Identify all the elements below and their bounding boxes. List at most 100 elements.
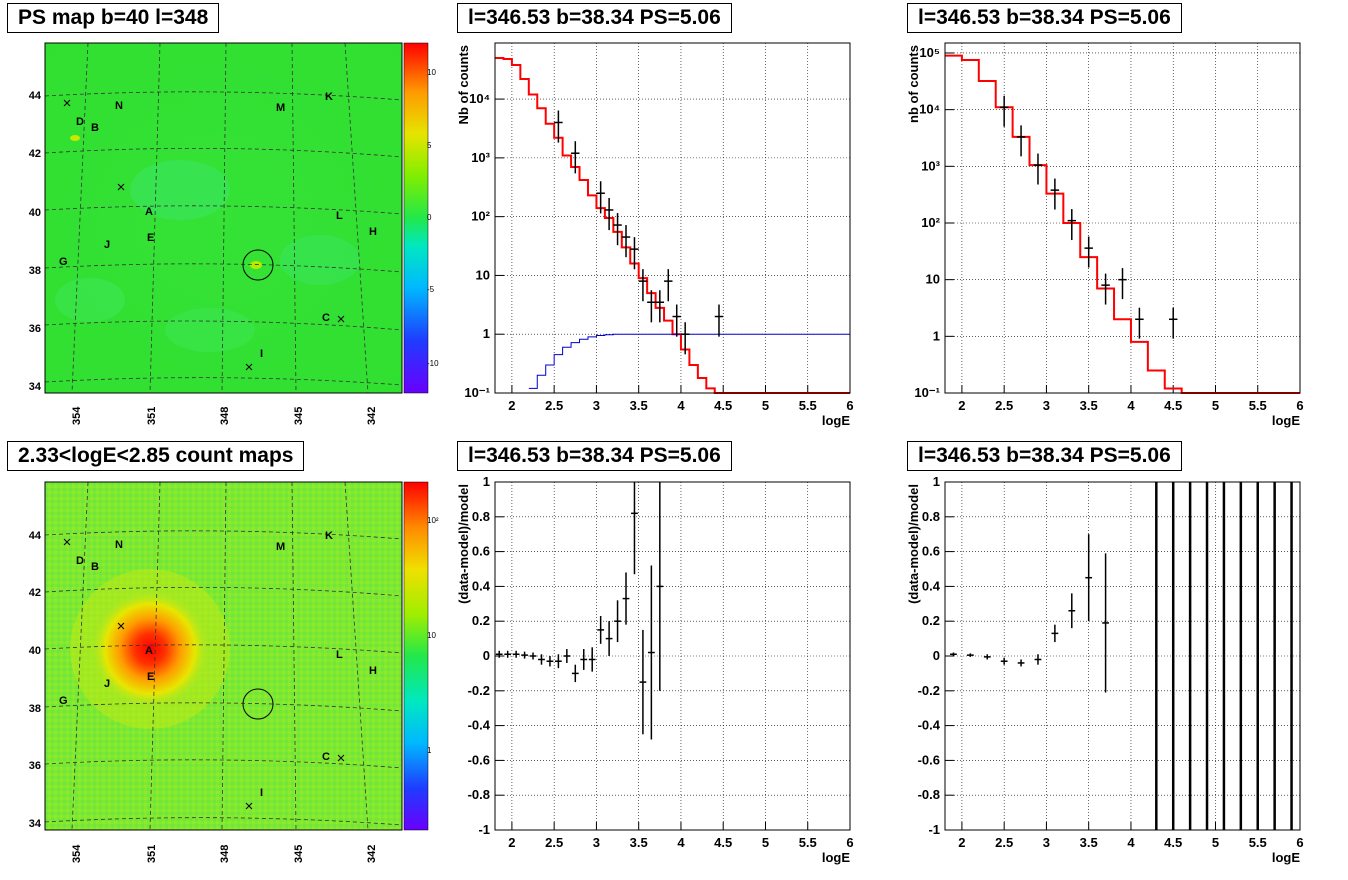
count-map-title: 2.33<logE<2.85 count maps [7,441,305,471]
label-C: C [322,751,330,763]
label-D: D [76,116,84,128]
y-tick-label: 10³ [471,150,490,165]
y-tick-label: 0.2 [472,613,490,628]
svg-text:-10: -10 [427,359,439,368]
colorbar [404,43,428,393]
label-K: K [325,91,333,103]
x-tick-label: 3.5 [630,835,648,850]
svg-text:10: 10 [427,631,436,640]
label-M: M [276,541,285,553]
counts-panel-1: 2 2.5 3 3.5 4 4.5 5 5.5 6 10⁻¹ 1 10 10² 10³ 10⁴ logE Nb … [450,0,890,437]
x-tick-label: 5.5 [799,835,817,850]
x-tick-label: 2.5 [545,835,563,850]
y-tick-label: -0.6 [468,752,490,767]
counts-chart-2: 2 2.5 3 3.5 4 4.5 5 5.5 6 10⁻¹ 1 10 10² 10³ 10⁴ 10⁵ logE… [906,42,1304,428]
y-tick-label: 1 [933,328,940,343]
x-tick-label: 5 [762,835,769,850]
x-axis-label: logE [822,413,850,428]
svg-text:10: 10 [427,68,436,77]
label-G: G [59,695,68,707]
y-tick-label: -0.8 [468,787,490,802]
y-tick-label: 10 [926,272,940,287]
x-tick-label: 3.5 [1080,835,1098,850]
label-C: C [322,312,330,324]
x-tick-label: 4 [677,398,685,413]
plot-frame [494,481,851,831]
ps-map-panel: N D B M K A E J G L H C I 34 36 38 40 42… [0,0,440,437]
svg-text:351: 351 [146,845,158,863]
y-tick-label: 0.4 [472,578,491,593]
residual-panel-1: 2 2.5 3 3.5 4 4.5 5 5.5 6 -1 -0.8 -0.6 -0.4 -0.2 0 0.2 0… [450,437,890,875]
svg-text:348: 348 [219,407,231,425]
source-labels-2: N D B M K A E J G L H C I [59,530,377,799]
plot-frame [944,481,1301,831]
colorbar-ticks-2: 10² 10 1 [427,516,439,755]
x-axis-label: logE [1272,413,1300,428]
y-tick-label: 0.2 [922,613,940,628]
residual-chart-1: 2 2.5 3 3.5 4 4.5 5 5.5 6 -1 -0.8 -0.6 -0.4 -0.2 0 0.2 0… [456,474,854,865]
x-tick-label: 4.5 [714,835,732,850]
x-tick-label: 2.5 [995,835,1013,850]
svg-text:42: 42 [29,148,41,160]
label-A: A [145,206,153,218]
ps-map-svg: N D B M K A E J G L H C I 34 36 38 40 42… [29,42,439,425]
label-J: J [104,239,110,251]
label-N: N [115,539,123,551]
x-tick-label: 3 [1043,398,1050,413]
svg-text:1: 1 [427,746,432,755]
x-tick-label: 6 [1296,835,1303,850]
x-tick-label: 6 [846,398,853,413]
y-tick-label: 0 [483,648,490,663]
residual-chart-2: 2 2.5 3 3.5 4 4.5 5 5.5 6 -1 -0.8 -0.6 -0.4 -0.2 0 0.2 0… [906,474,1304,865]
x-tick-label: 4 [1127,835,1135,850]
x-tick-label: 3 [593,835,600,850]
x-tick-label: 2 [508,398,515,413]
svg-text:354: 354 [71,844,83,863]
y-tick-label: 1 [483,326,490,341]
hot-spot [250,261,262,269]
svg-text:44: 44 [29,530,42,542]
hot-spot [70,135,80,141]
x-markers [63,99,345,371]
source-labels: N D B M K A E J G L H C I [59,91,377,360]
x-tick-label: 5.5 [1249,835,1267,850]
svg-text:354: 354 [71,406,83,425]
label-G: G [59,256,68,268]
coordinate-grid-2 [44,481,403,831]
y-axis-label: nb of counts [906,45,921,123]
residual-title-1: l=346.53 b=38.34 PS=5.06 [457,441,732,471]
label-M: M [276,102,285,114]
plot-frame [494,42,851,394]
y-tick-label: 1 [933,474,940,489]
plot-frame [944,42,1301,394]
y-tick-label: 0 [933,648,940,663]
svg-text:10²: 10² [427,516,439,525]
x-tick-label: 5.5 [799,398,817,413]
y-tick-label: 10 [476,267,490,282]
svg-text:342: 342 [366,407,378,425]
label-H: H [369,226,377,238]
x-tick-label: 5 [1212,835,1219,850]
svg-text:-5: -5 [427,285,435,294]
y-tick-label: -0.4 [918,718,941,733]
svg-text:0: 0 [427,213,432,222]
x-tick-label: 2.5 [995,398,1013,413]
y-tick-label: 0.4 [922,578,941,593]
x-tick-label: 4.5 [1164,835,1182,850]
label-L: L [336,210,343,222]
y-tick-label: 10³ [921,158,940,173]
residual-title-2: l=346.53 b=38.34 PS=5.06 [907,441,1182,471]
label-D: D [76,555,84,567]
x-axis-label: logE [1272,850,1300,865]
svg-text:38: 38 [29,703,41,715]
residual-panel-2: 2 2.5 3 3.5 4 4.5 5 5.5 6 -1 -0.8 -0.6 -0.4 -0.2 0 0.2 0… [900,437,1340,875]
x-tick-label: 2 [958,835,965,850]
coordinate-grid [44,42,403,394]
counts-title-1: l=346.53 b=38.34 PS=5.06 [457,3,732,33]
y-tick-label: 1 [483,474,490,489]
y-tick-label: -0.8 [918,787,940,802]
x-tick-label: 2 [508,835,515,850]
ps-map-y-ticks: 34 36 38 40 42 44 [29,90,42,393]
label-E: E [147,232,154,244]
y-tick-label: 10⁴ [469,91,490,106]
